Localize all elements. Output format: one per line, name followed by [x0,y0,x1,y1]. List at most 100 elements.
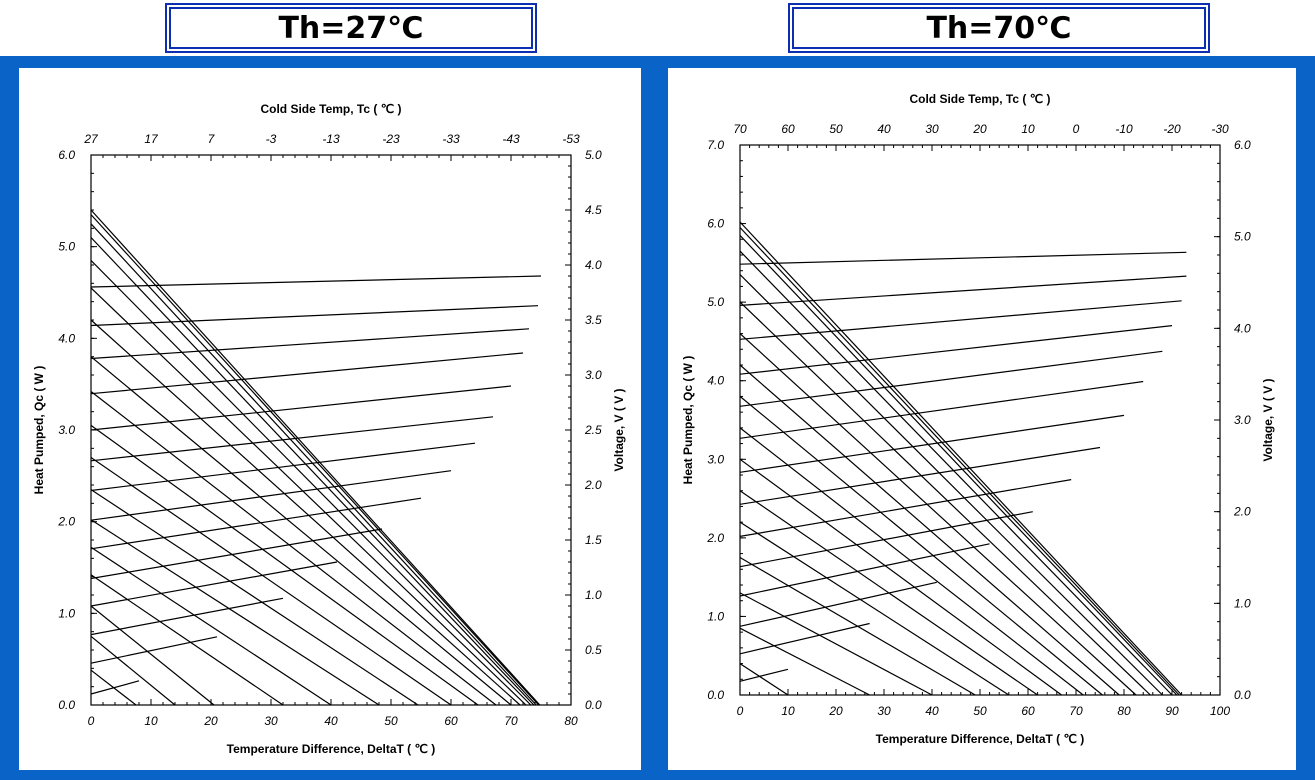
heat-pumped-series-line [90,237,535,706]
y-tick-label: 4.0 [58,331,75,345]
x2-tick-label: 70 [733,122,747,136]
voltage-series-line [90,352,524,395]
chart-svg-left: 0 10 20 30 40 50 60 70 80 27 17 7 -3 -13 -23 -33 -43 -53 0… [32,102,626,756]
heat-pumped-series-line [739,333,1137,696]
heat-pumped-series-line [739,395,1103,696]
x2-tick-label: 50 [829,122,843,136]
x2-tick-label: -43 [502,132,520,146]
x2-tick-label: 20 [972,122,987,136]
voltage-series-line [739,414,1125,473]
x2-tick-label: -13 [322,132,340,146]
heat-pumped-series-line [90,546,332,706]
heat-pumped-series-line [739,234,1178,696]
heat-pumped-series-line [739,227,1180,696]
voltage-series-line [739,622,870,655]
x-tick-label: 70 [1069,704,1083,718]
y2-tick-label: 3.0 [1234,413,1251,427]
x-tick-label: 10 [781,704,795,718]
heat-pumped-series-line [90,635,176,706]
heat-pumped-series-line [90,457,452,706]
y2-tick-label: 0.0 [1234,688,1251,702]
x2-tick-label: -20 [1163,122,1181,136]
voltage-series-line [739,325,1173,375]
voltage-series-line [90,497,422,550]
y2-tick-label: 3.5 [585,313,602,327]
x2-tick-label: -23 [382,132,400,146]
x-tick-label: 90 [1165,704,1179,718]
y-tick-label: 0.0 [707,688,724,702]
y-tick-label: 6.0 [58,148,75,162]
x2-tick-label: 40 [877,122,891,136]
heat-pumped-series-line [90,574,284,706]
x2-tick-label: 17 [144,132,159,146]
voltage-series-line [90,442,476,492]
x-tick-label: 40 [925,704,939,718]
x2-axis-label: Cold Side Temp, Tc ( ℃ ) [260,102,401,116]
x-tick-label: 30 [264,714,278,728]
x-tick-label: 60 [444,714,458,728]
y2-axis-label: Voltage, V ( V ) [1261,378,1275,461]
heat-pumped-series-line [739,221,1183,696]
x-tick-label: 80 [1117,704,1131,718]
x-tick-label: 70 [504,714,518,728]
heat-pumped-series-line [739,250,1173,696]
voltage-series-line [739,275,1187,306]
voltage-series-line [739,300,1182,340]
voltage-series-line [739,511,1033,568]
heat-pumped-series-line [739,301,1151,696]
y2-tick-label: 1.0 [585,588,602,602]
heat-pumped-series-line [90,519,380,706]
heat-pumped-series-line [739,521,1010,696]
plot-frame [739,144,1221,696]
y2-tick-label: 2.0 [1233,505,1251,519]
heat-pumped-series-line [739,274,1163,696]
voltage-series-line [739,581,937,627]
chart-panel-left: 0 10 20 30 40 50 60 70 80 27 17 7 -3 -13 -23 -33 -43 -53 0… [19,68,641,770]
heat-pumped-series-line [90,223,537,706]
heat-pumped-series-line [90,287,527,706]
voltage-series-line [739,380,1144,439]
y2-tick-label: 5.0 [585,148,602,162]
voltage-series-line [90,305,539,327]
heat-pumped-series-line [739,364,1120,696]
heat-pumped-series-line [90,209,541,706]
heat-pumped-series-line [90,391,497,706]
chart-title-left: Th=27℃ [165,3,537,53]
y2-tick-label: 0.0 [585,698,602,712]
x-tick-label: 100 [1210,704,1230,718]
x2-tick-label: 7 [208,132,216,146]
x2-tick-label: -30 [1211,122,1229,136]
x2-tick-label: 30 [925,122,939,136]
heat-pumped-series-line [739,627,870,696]
x2-tick-label: 10 [1021,122,1035,136]
x-tick-label: 80 [564,714,578,728]
heat-pumped-series-line [90,424,479,706]
x-tick-label: 20 [203,714,218,728]
y2-tick-label: 2.0 [584,478,602,492]
x2-tick-label: -53 [562,132,580,146]
voltage-series-line [739,350,1163,407]
heat-pumped-series-line [90,214,540,706]
x-tick-label: 30 [877,704,891,718]
voltage-series-line [90,416,494,462]
x2-tick-label: -33 [442,132,460,146]
voltage-series-line [739,446,1101,505]
y2-tick-label: 6.0 [1234,138,1251,152]
y2-tick-label: 0.5 [585,643,602,657]
y2-tick-label: 4.0 [1234,321,1251,335]
heat-pumped-series-line [739,592,933,696]
voltage-series-line [90,275,542,288]
y2-axis-label: Voltage, V ( V ) [612,388,626,471]
voltage-series-line [90,385,512,431]
voltage-series-line [90,328,530,360]
y-axis-label: Heat Pumped, Qc ( W ) [681,356,695,485]
voltage-series-line [90,597,284,636]
y2-tick-label: 1.0 [1234,596,1251,610]
y-axis-label: Heat Pumped, Qc ( W ) [32,366,46,495]
y-tick-label: 2.0 [706,531,724,545]
x2-tick-label: -3 [266,132,277,146]
y2-tick-label: 4.5 [585,203,602,217]
heat-pumped-series-line [90,356,512,706]
x-tick-label: 10 [144,714,158,728]
